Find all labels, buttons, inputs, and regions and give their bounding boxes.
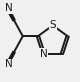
Text: S: S [50, 20, 56, 30]
Text: N: N [40, 49, 48, 59]
Text: N: N [5, 3, 13, 13]
Text: N: N [5, 59, 13, 69]
